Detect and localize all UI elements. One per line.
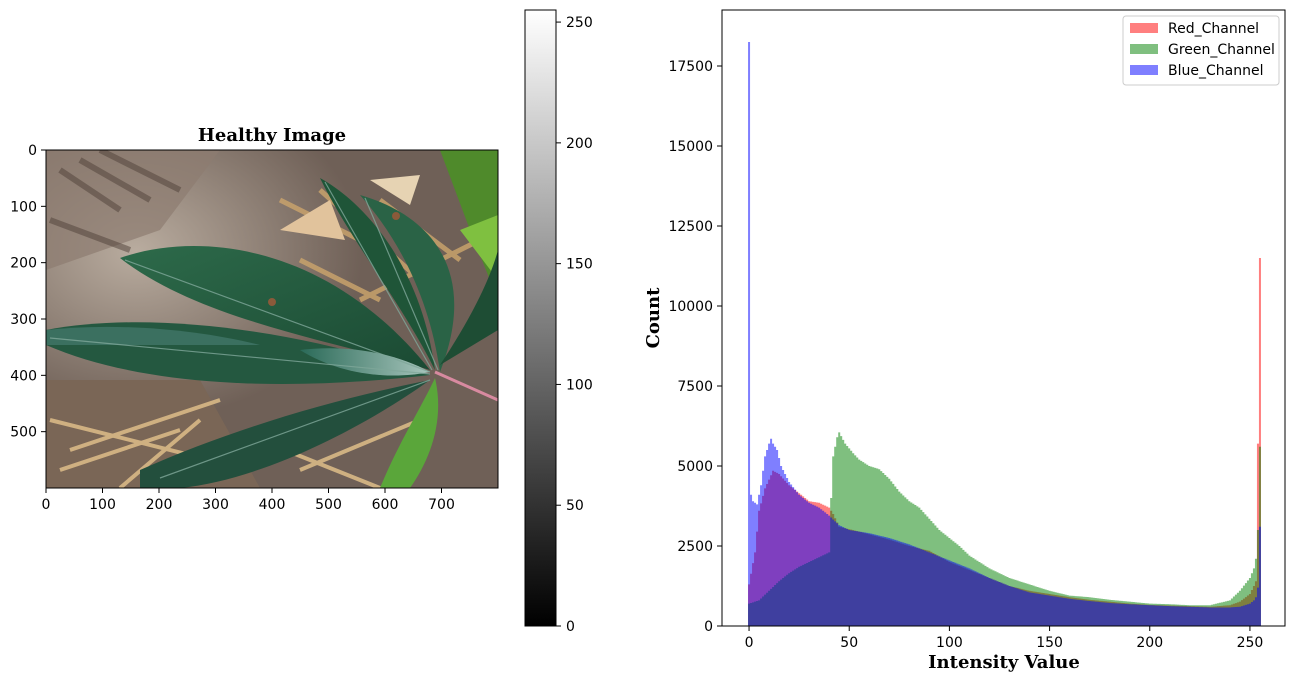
colorbar-tick-label: 50: [566, 498, 584, 514]
legend-swatch: [1130, 44, 1158, 54]
image-x-axis: 0 100 200 300 400 500 600 700: [42, 488, 455, 513]
colorbar: [524, 9, 557, 627]
histogram-panel: 0 50 100 150 200 250 0 2500 5000 7500 10000 12500 1…: [643, 9, 1286, 673]
histogram-x-axis: 0 50 100 150 200 250: [745, 626, 1264, 651]
image-title: Healthy Image: [198, 125, 346, 146]
colorbar-axis: 0 50 100 150 200 250: [556, 15, 593, 635]
image-y-axis: 0 100 200 300 400 500: [10, 143, 46, 441]
colorbar-tick-label: 150: [566, 257, 593, 273]
histogram-axes-frame: [721, 9, 1286, 627]
legend-label: Green_Channel: [1168, 42, 1275, 58]
histogram-y-tick-label: 17500: [668, 59, 713, 75]
image-y-tick-label: 100: [10, 199, 37, 215]
legend-box: [1122, 15, 1280, 86]
colorbar-tick-label: 200: [566, 136, 593, 152]
legend-label: Red_Channel: [1168, 21, 1259, 37]
colorbar-tick-label: 100: [566, 377, 593, 393]
histogram-x-tick-label: 250: [1237, 635, 1264, 651]
leaf-photo: [46, 150, 498, 488]
histogram-y-tick-label: 5000: [677, 459, 713, 475]
image-y-tick-label: 0: [28, 143, 37, 159]
histogram-x-tick-label: 0: [745, 635, 754, 651]
histogram-series-Blue_Channel: [748, 42, 1261, 626]
image-y-tick-label: 300: [10, 312, 37, 328]
histogram-y-tick-label: 12500: [668, 219, 713, 235]
histogram-bars: [748, 42, 1261, 626]
histogram-y-tick-label: 0: [704, 619, 713, 635]
legend-label: Blue_Channel: [1168, 63, 1263, 79]
histogram-y-tick-label: 10000: [668, 299, 713, 315]
image-x-tick-label: 200: [146, 497, 173, 513]
histogram-y-tick-label: 15000: [668, 139, 713, 155]
colorbar-tick-label: 0: [566, 619, 575, 635]
image-x-tick-label: 500: [315, 497, 342, 513]
histogram-xlabel: Intensity Value: [928, 652, 1080, 673]
legend: Red_Channel Green_Channel Blue_Channel: [1122, 15, 1280, 86]
histogram-ylabel: Count: [643, 287, 664, 349]
image-y-tick-label: 500: [10, 425, 37, 441]
colorbar-tick-label: 250: [566, 15, 593, 31]
image-x-tick-label: 600: [372, 497, 399, 513]
image-x-tick-label: 300: [202, 497, 229, 513]
image-y-tick-label: 200: [10, 256, 37, 272]
histogram-x-tick-label: 100: [936, 635, 963, 651]
series-Blue_Channel: [748, 42, 1261, 626]
image-x-tick-label: 0: [42, 497, 51, 513]
image-x-tick-label: 700: [428, 497, 455, 513]
histogram-x-tick-label: 50: [840, 635, 858, 651]
image-panel: Healthy Image: [10, 9, 593, 635]
image-x-tick-label: 400: [259, 497, 286, 513]
histogram-y-axis: 0 2500 5000 7500 10000 12500 15000 17500: [668, 59, 722, 635]
image-y-tick-label: 400: [10, 368, 37, 384]
histogram-x-tick-label: 150: [1036, 635, 1063, 651]
histogram-y-tick-label: 7500: [677, 379, 713, 395]
legend-swatch: [1130, 23, 1158, 33]
histogram-y-tick-label: 2500: [677, 539, 713, 555]
histogram-x-tick-label: 200: [1136, 635, 1163, 651]
image-x-tick-label: 100: [89, 497, 116, 513]
legend-swatch: [1130, 65, 1158, 75]
